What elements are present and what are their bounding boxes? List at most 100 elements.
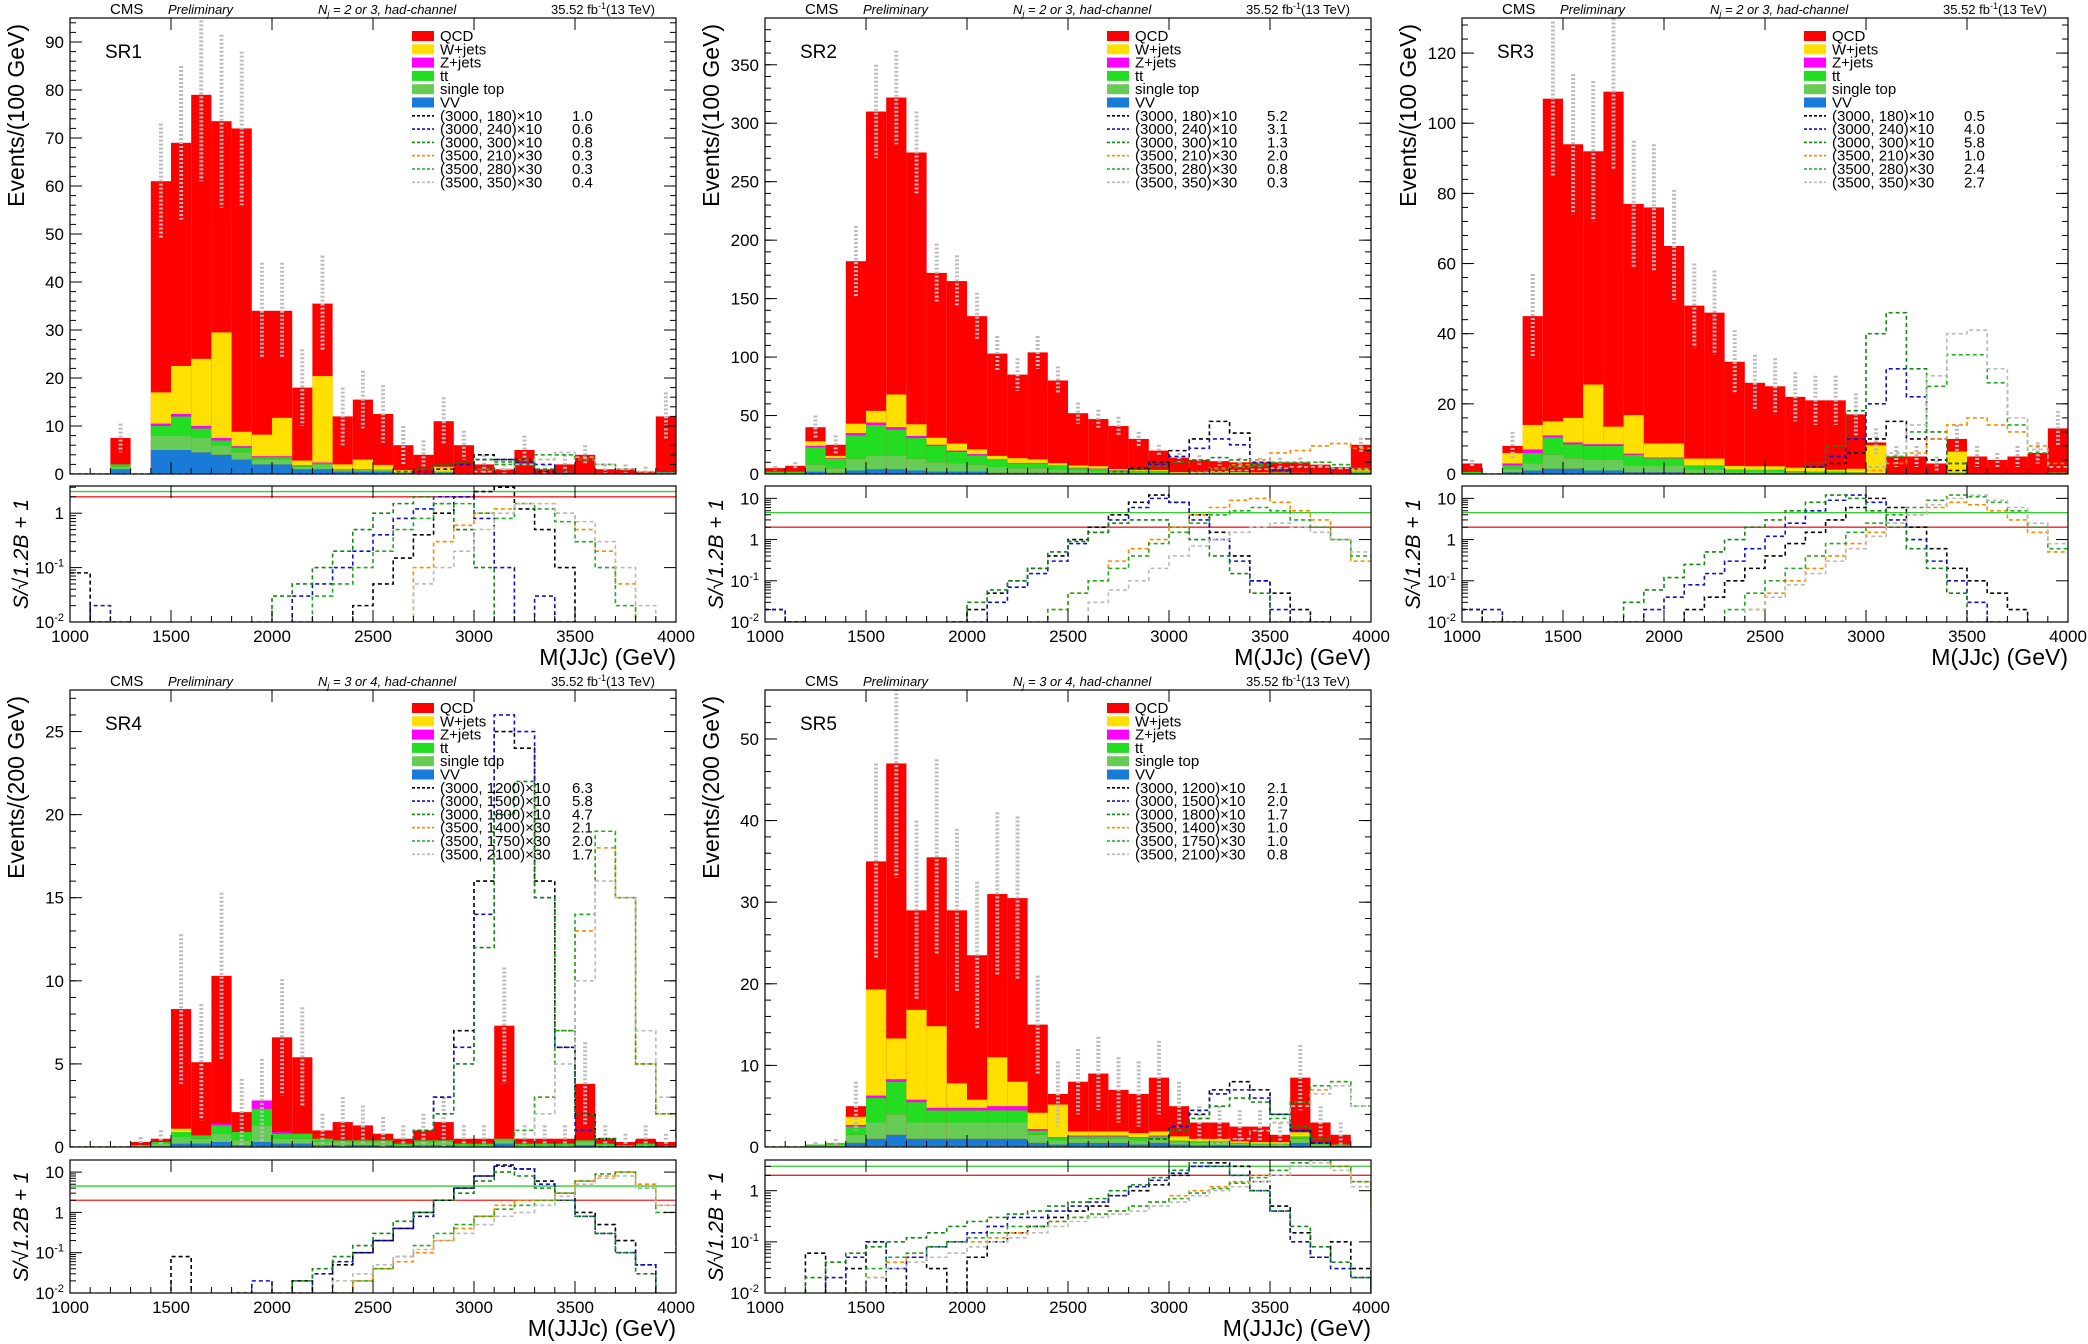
bar-qcd bbox=[1068, 413, 1089, 474]
bar-w-jets bbox=[312, 376, 333, 463]
legend-label: Z+jets bbox=[1832, 55, 1873, 72]
bar-ttbar bbox=[1946, 472, 1967, 474]
legend-label: QCD bbox=[1135, 700, 1169, 717]
bar-vv bbox=[1047, 1144, 1068, 1147]
bar-vv bbox=[211, 1142, 232, 1147]
bar-vv bbox=[866, 1138, 887, 1147]
bar-qcd bbox=[1886, 456, 1907, 474]
bar-w-jets bbox=[1845, 468, 1866, 473]
bar-ttbar bbox=[1825, 471, 1846, 473]
panel-sr5: CMS Preliminary Nj = 3 or 4, had-channel 35… bbox=[698, 673, 1390, 1341]
bar-ttbar bbox=[1148, 1136, 1169, 1139]
legend-signal-label: (3000, 180)×10 bbox=[1832, 108, 1934, 125]
bar-qcd bbox=[1603, 91, 1624, 474]
x-tick-label: 1000 bbox=[51, 627, 89, 646]
legend-signal-value: 0.3 bbox=[572, 161, 593, 178]
bar-qcd bbox=[1330, 466, 1351, 474]
bar-ttbar bbox=[413, 1140, 434, 1143]
bar-ttbar bbox=[926, 1110, 947, 1123]
bar-single-top bbox=[1189, 1142, 1210, 1146]
legend-signal-label: (3500, 350)×30 bbox=[1832, 174, 1934, 191]
legend-signal-label: (3500, 1750)×30 bbox=[440, 833, 551, 850]
legend-label: Z+jets bbox=[1135, 55, 1176, 72]
bar-qcd bbox=[946, 281, 967, 474]
bar-vv bbox=[1623, 472, 1644, 474]
bar-w-jets bbox=[906, 1009, 927, 1100]
bar-single-top bbox=[292, 1138, 313, 1144]
ratio-y-axis-label: S/√1.2B + 1 bbox=[705, 1171, 728, 1281]
ratio-y-tick-label: 10-2 bbox=[1427, 612, 1456, 632]
bar-vv bbox=[1563, 468, 1584, 474]
bar-ttbar bbox=[805, 447, 826, 465]
legend-label: Z+jets bbox=[1135, 727, 1176, 744]
bar-ttbar bbox=[1350, 471, 1371, 473]
bar-ttbar bbox=[906, 437, 927, 459]
signal-line bbox=[765, 466, 1371, 474]
legend-signal-label: (3500, 2100)×30 bbox=[440, 846, 551, 863]
bar-ttbar bbox=[1310, 1143, 1331, 1145]
bar-ttbar bbox=[785, 471, 806, 473]
bar-ttbar bbox=[332, 469, 353, 471]
bar-z-jets bbox=[987, 459, 1008, 460]
bar-vv bbox=[191, 1143, 212, 1147]
bar-single-top bbox=[1088, 1138, 1109, 1143]
bar-vv bbox=[1542, 468, 1563, 474]
bar-ttbar bbox=[866, 1098, 887, 1123]
x-axis-label: M(JJJc) (GeV) bbox=[1223, 1315, 1371, 1341]
bar-ttbar bbox=[595, 1143, 616, 1146]
bar-qcd bbox=[130, 1142, 151, 1147]
bar-single-top bbox=[1684, 469, 1705, 473]
ratio-plot-area bbox=[765, 1160, 1371, 1293]
bar-w-jets bbox=[825, 455, 846, 459]
signal-line bbox=[765, 1084, 1371, 1147]
bar-w-jets bbox=[150, 392, 171, 424]
panel-sr2: CMS Preliminary Nj = 2 or 3, had-channel 35… bbox=[698, 1, 1390, 670]
bar-w-jets bbox=[1169, 1136, 1190, 1141]
bar-vv bbox=[866, 469, 887, 474]
bar-w-jets bbox=[1128, 470, 1149, 472]
y-tick-label: 350 bbox=[731, 56, 759, 75]
bar-ttbar bbox=[967, 1110, 988, 1123]
ratio-signal-line bbox=[1067, 522, 1371, 622]
ratio-signal-line bbox=[311, 1175, 676, 1293]
bar-vv bbox=[967, 1138, 988, 1147]
legend-signal-value: 0.8 bbox=[1267, 161, 1288, 178]
ratio-y-tick-label: 1 bbox=[1447, 531, 1456, 550]
signal-line bbox=[70, 880, 676, 1147]
bar-ttbar bbox=[453, 1143, 474, 1146]
cms-label: CMS bbox=[110, 1, 143, 18]
bar-z-jets bbox=[191, 426, 212, 429]
bar-z-jets bbox=[1502, 463, 1523, 466]
bar-ttbar bbox=[1704, 465, 1725, 470]
legend-signal-value: 5.2 bbox=[1267, 108, 1288, 125]
bar-qcd bbox=[292, 1057, 313, 1147]
bar-single-top bbox=[251, 459, 272, 465]
bar-w-jets bbox=[805, 441, 826, 446]
legend-signal-label: (3000, 1500)×10 bbox=[1135, 793, 1246, 810]
bar-single-top bbox=[987, 1122, 1008, 1139]
y-tick-label: 0 bbox=[750, 1138, 759, 1157]
legend-label: W+jets bbox=[440, 713, 486, 730]
y-tick-label: 10 bbox=[740, 1056, 759, 1075]
legend-signal-value: 0.3 bbox=[572, 148, 593, 165]
legend-signal-label: (3500, 1400)×30 bbox=[440, 820, 551, 837]
ratio-y-tick-label: 10-1 bbox=[730, 571, 759, 591]
preliminary-label: Preliminary bbox=[863, 674, 930, 689]
bar-ttbar bbox=[150, 426, 171, 436]
ratio-signal-line bbox=[946, 519, 1291, 622]
ratio-signal-line bbox=[89, 496, 576, 622]
bar-qcd bbox=[373, 414, 394, 474]
x-tick-label: 2000 bbox=[948, 627, 986, 646]
bar-single-top bbox=[110, 466, 131, 470]
bar-vv bbox=[967, 471, 988, 474]
y-tick-label: 0 bbox=[1447, 465, 1456, 484]
bar-w-jets bbox=[251, 434, 272, 457]
bar-w-jets bbox=[987, 455, 1008, 460]
bar-vv bbox=[211, 454, 232, 474]
bar-w-jets bbox=[1603, 426, 1624, 445]
bar-single-top bbox=[987, 466, 1008, 473]
legend-signal-value: 2.4 bbox=[1964, 161, 1985, 178]
bar-ttbar bbox=[825, 458, 846, 469]
legend-swatch bbox=[1107, 84, 1129, 95]
x-axis-label: M(JJJc) (GeV) bbox=[528, 1315, 676, 1341]
